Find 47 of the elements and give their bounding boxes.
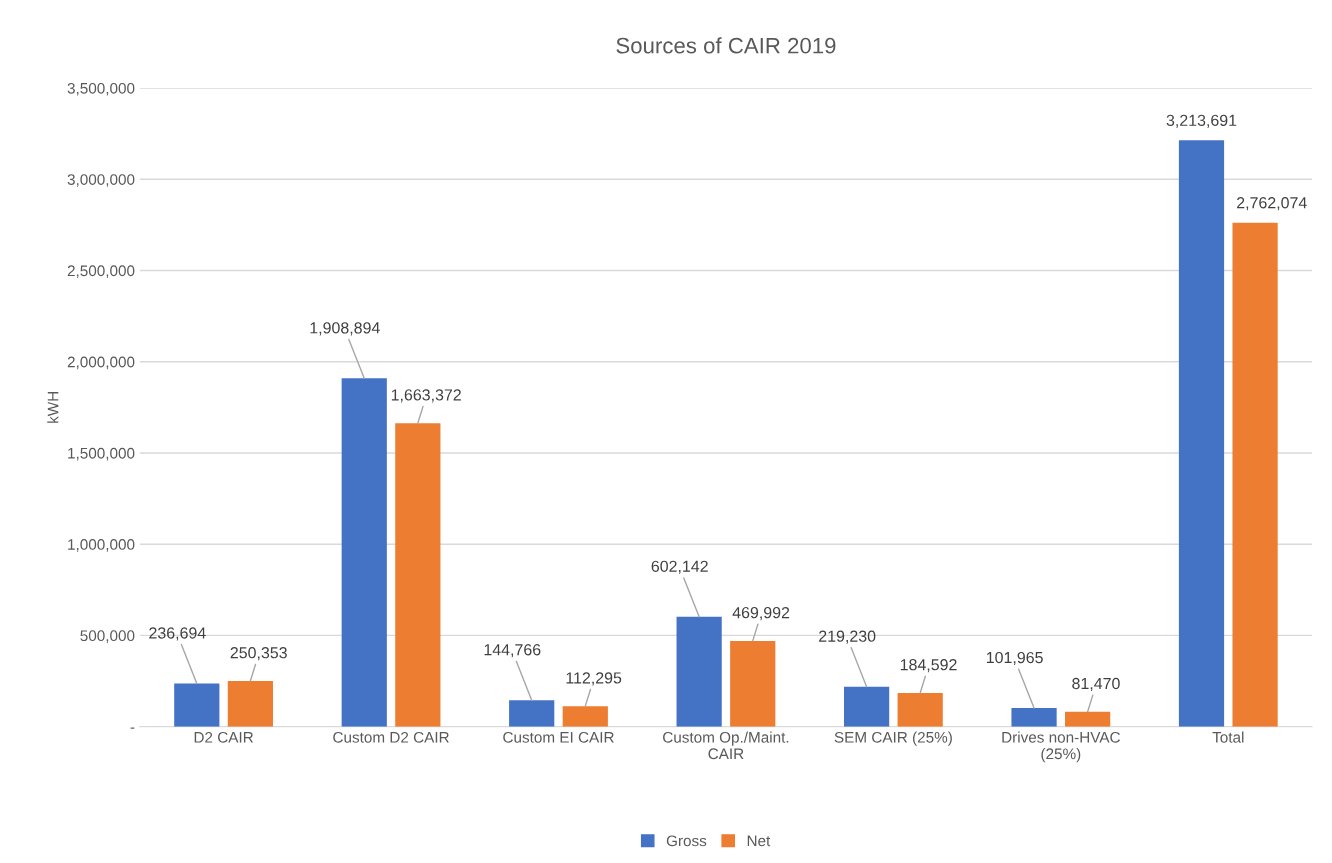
bar xyxy=(843,686,890,727)
data-label: 1,663,372 xyxy=(391,389,461,403)
bar xyxy=(509,700,555,727)
data-label: 144,766 xyxy=(484,644,541,658)
x-tick-label: Custom D2 CAIR xyxy=(333,731,449,743)
data-label: 602,142 xyxy=(651,560,708,574)
x-tick-label: Drives non-HVAC (25%) xyxy=(1002,731,1120,763)
data-label: 3,213,691 xyxy=(1166,114,1237,128)
bar xyxy=(897,692,943,727)
data-label: 1,908,894 xyxy=(310,322,380,336)
data-label: 469,992 xyxy=(732,606,790,621)
data-label: 101,965 xyxy=(986,651,1043,666)
bar xyxy=(1232,222,1278,727)
bar xyxy=(676,616,722,727)
y-tick-label: 1,000,000 xyxy=(68,539,135,552)
x-tick-label: Total xyxy=(1212,731,1244,743)
y-tick-label: 1,500,000 xyxy=(68,447,135,461)
y-tick-label: 3,000,000 xyxy=(67,174,135,187)
y-tick-label: 2,500,000 xyxy=(67,265,135,278)
y-tick-label: 3,500,000 xyxy=(67,82,135,96)
data-label: 81,470 xyxy=(1072,677,1120,692)
x-tick-label: Custom EI CAIR xyxy=(503,731,614,743)
data-label: 2,762,074 xyxy=(1237,197,1307,211)
x-tick-label: SEM CAIR (25%) xyxy=(834,731,952,746)
bar xyxy=(1178,140,1225,727)
bar xyxy=(395,423,441,727)
y-tick-label: 500,000 xyxy=(80,630,135,643)
data-label: 219,230 xyxy=(819,630,876,644)
bar xyxy=(227,680,273,727)
bar xyxy=(562,706,608,727)
bar xyxy=(730,640,776,727)
bar xyxy=(1011,708,1057,727)
legend-label: Gross xyxy=(666,835,707,847)
y-tick-label: - xyxy=(130,727,135,729)
chart-title: Sources of CAIR 2019 xyxy=(616,37,836,54)
data-label: 112,295 xyxy=(566,672,622,686)
y-tick-label: 2,000,000 xyxy=(67,356,135,370)
data-label: 250,353 xyxy=(230,647,287,661)
legend-label: Net xyxy=(747,835,771,847)
bar xyxy=(174,683,220,727)
bar xyxy=(341,378,387,727)
bar xyxy=(1065,711,1111,727)
data-label: 236,694 xyxy=(149,627,206,641)
y-axis-title: kWH xyxy=(47,392,59,423)
x-tick-label: Custom Op./Maint. CAIR xyxy=(663,731,789,760)
data-label: 184,592 xyxy=(900,659,957,673)
x-tick-label: D2 CAIR xyxy=(194,731,254,743)
